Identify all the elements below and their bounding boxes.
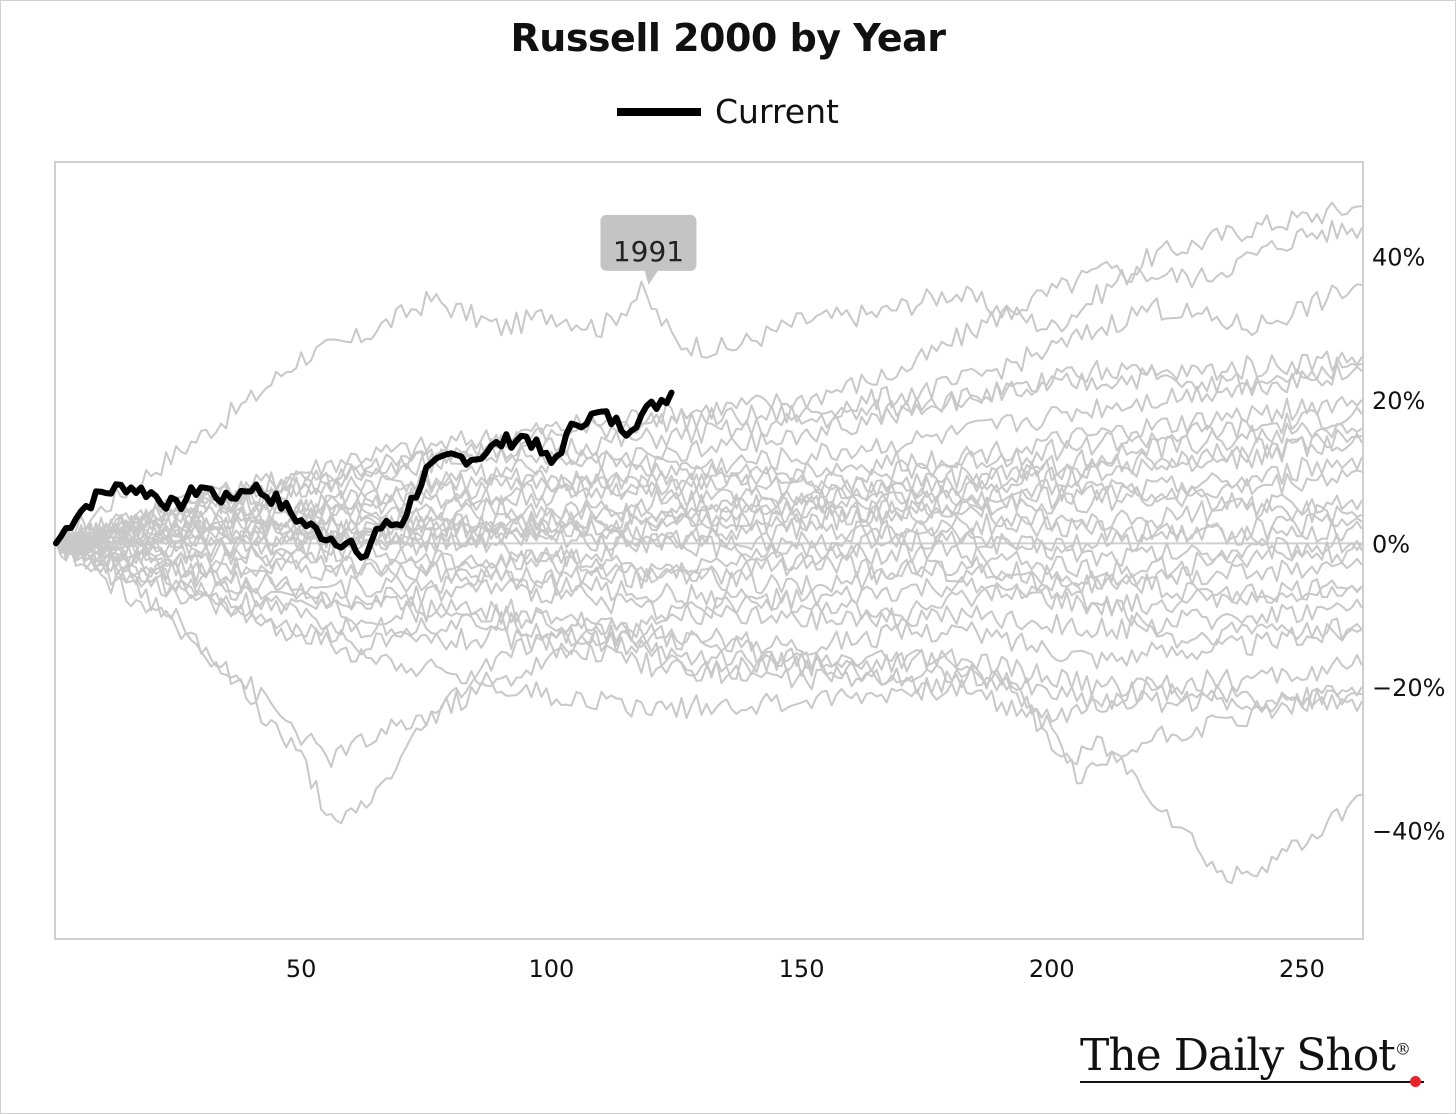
y-tick-label: 40% — [1372, 243, 1425, 271]
legend-label-current: Current — [715, 92, 839, 131]
x-tick-label: 200 — [1029, 955, 1075, 983]
history-series-line — [55, 201, 1363, 544]
legend-swatch-current — [617, 107, 702, 116]
history-series-line — [55, 542, 1363, 698]
plot-area-border — [54, 161, 1364, 940]
tooltip-label: 1991 — [613, 235, 684, 268]
history-series-line — [55, 395, 1363, 554]
brand-registered-mark: ® — [1394, 1039, 1411, 1059]
brand-dot — [1410, 1076, 1421, 1087]
history-series-line — [55, 441, 1363, 549]
y-tick-label: −40% — [1372, 817, 1445, 845]
current-series-line — [53, 389, 675, 561]
history-series-line — [55, 533, 1363, 595]
y-tick-label: 0% — [1372, 530, 1410, 558]
history-series-line — [55, 511, 1363, 606]
history-series-line — [55, 538, 1363, 768]
history-series-line — [55, 535, 1363, 589]
history-series-line — [55, 526, 1363, 571]
tooltip-annotation: 1991 — [600, 214, 697, 285]
legend: Current — [0, 92, 1456, 131]
x-tick-label: 50 — [286, 955, 317, 983]
history-series-line — [55, 493, 1363, 555]
y-tick-label: 20% — [1372, 387, 1425, 415]
y-axis-ticks: 40% 20% 0% −20% −40% — [1372, 243, 1445, 845]
chart-title: Russell 2000 by Year — [510, 16, 946, 60]
history-series-line — [55, 406, 1363, 552]
history-series-line — [55, 356, 1363, 551]
x-axis-ticks: 50 100 150 200 250 — [286, 955, 1325, 983]
history-series-line — [55, 535, 1363, 670]
y-tick-label: −20% — [1372, 674, 1445, 702]
history-series-line — [55, 534, 1363, 640]
history-series-line — [55, 535, 1363, 649]
history-series-line — [55, 219, 1363, 552]
x-tick-label: 150 — [779, 955, 825, 983]
brand-logo: The Daily Shot® — [1080, 1030, 1411, 1081]
x-tick-label: 250 — [1279, 955, 1325, 983]
history-series-line — [55, 456, 1363, 555]
history-series-line — [55, 432, 1363, 550]
history-series-line — [55, 542, 1363, 885]
history-series-group — [55, 201, 1363, 885]
tooltip-box — [600, 214, 697, 271]
brand-name: The Daily Shot — [1080, 1030, 1396, 1081]
x-tick-label: 100 — [528, 955, 574, 983]
history-series-line — [55, 350, 1363, 551]
tooltip-pointer — [644, 269, 659, 285]
current-series-group — [53, 389, 675, 561]
history-series-line — [55, 536, 1363, 785]
brand-underline — [1080, 1081, 1424, 1083]
